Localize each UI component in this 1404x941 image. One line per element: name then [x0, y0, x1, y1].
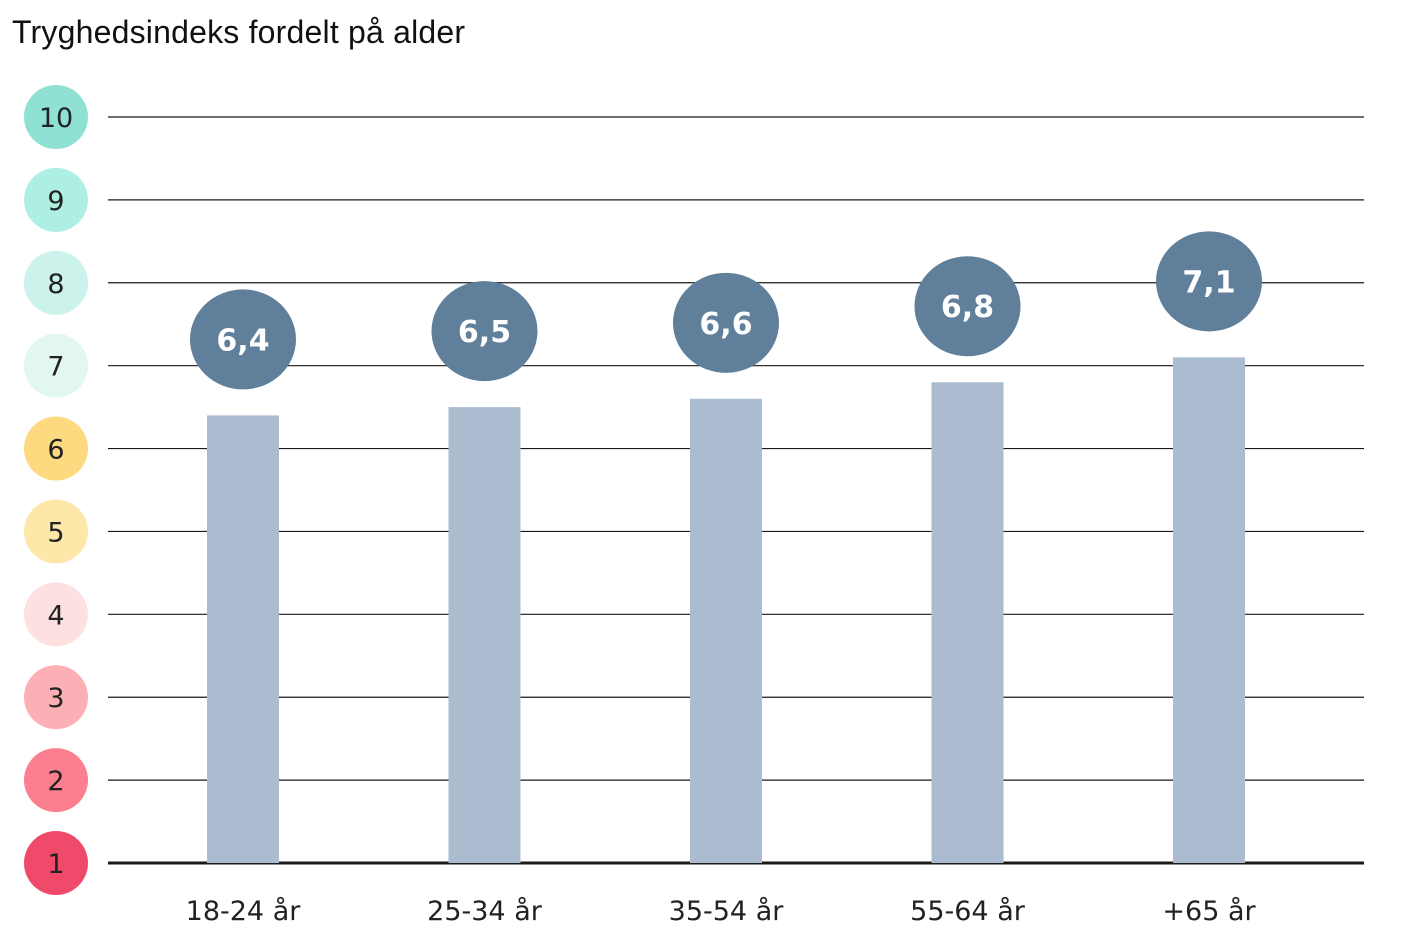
y-tick-circle [24, 831, 88, 895]
value-bubble [190, 289, 296, 390]
bar [448, 407, 521, 863]
value-bubble [1156, 231, 1262, 332]
y-tick-circle [24, 250, 88, 315]
value-bubble [673, 272, 779, 373]
bar [931, 382, 1004, 863]
value-label: 6,5 [458, 315, 511, 350]
y-tick-label: 6 [47, 435, 64, 466]
y-tick-label: 4 [47, 600, 64, 631]
y-tick-label: 9 [47, 186, 64, 217]
y-tick-circle [24, 665, 88, 730]
y-tick-circle [24, 582, 88, 647]
y-tick-label: 2 [47, 766, 64, 797]
y-tick-circle [24, 85, 88, 149]
x-tick-label: 25-34 år [427, 896, 543, 927]
y-tick-circle [24, 748, 88, 813]
value-bubble [914, 256, 1021, 357]
y-tick-circle [24, 416, 88, 481]
y-tick-label: 3 [47, 683, 64, 714]
x-tick-label: 18-24 år [186, 896, 302, 927]
y-tick-label: 1 [47, 849, 64, 880]
y-tick-label: 5 [47, 517, 64, 548]
value-label: 6,4 [216, 323, 269, 358]
value-label: 7,1 [1182, 265, 1235, 300]
bar [1173, 357, 1245, 863]
bars [207, 357, 1245, 863]
bar [207, 415, 279, 863]
y-tick-label: 7 [47, 352, 64, 383]
x-tick-label: 35-54 år [669, 896, 785, 927]
y-tick-circle [24, 167, 88, 232]
bar [690, 398, 762, 863]
y-tick-circle [24, 499, 88, 564]
x-tick-label: +65 år [1162, 896, 1256, 927]
y-tick-label: 10 [39, 103, 73, 134]
chart-title: Tryghedsindeks fordelt på alder [12, 14, 466, 50]
x-tick-label: 55-64 år [910, 896, 1026, 927]
x-axis-labels: 18-24 år 25-34 år 35-54 år 55-64 år +65 år [186, 896, 1257, 927]
y-axis-ticks: 1 2 3 4 5 6 7 8 9 10 [24, 85, 88, 895]
value-label: 6,6 [699, 307, 752, 342]
value-label: 6,8 [941, 290, 994, 325]
y-tick-label: 8 [47, 269, 64, 300]
value-bubble [431, 281, 538, 382]
value-labels: 6,4 6,5 6,6 6,8 7,1 [190, 231, 1262, 390]
y-tick-circle [24, 333, 88, 398]
